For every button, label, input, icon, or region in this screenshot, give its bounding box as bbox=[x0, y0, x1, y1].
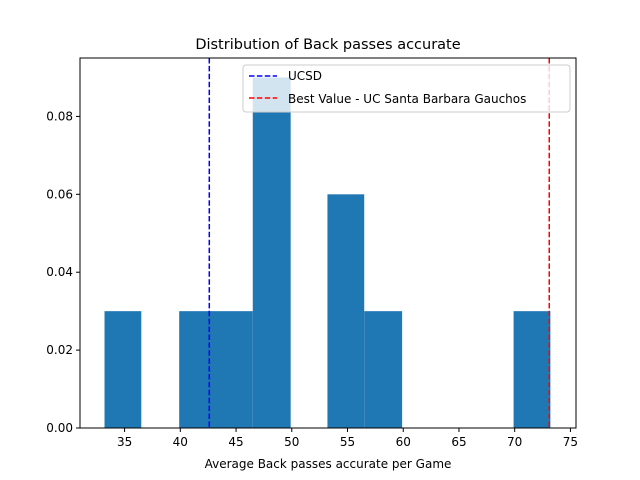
x-tick-label: 70 bbox=[507, 435, 522, 449]
y-axis-ticks: 0.00 0.02 0.04 0.06 0.08 bbox=[46, 109, 80, 435]
y-tick-label: 0.02 bbox=[46, 343, 73, 357]
legend-label-ucsd: UCSD bbox=[288, 69, 322, 83]
x-tick-label: 75 bbox=[563, 435, 578, 449]
legend-label-best-value: Best Value - UC Santa Barbara Gauchos bbox=[288, 92, 526, 106]
histogram-bar bbox=[252, 77, 291, 428]
x-tick-label: 50 bbox=[284, 435, 299, 449]
y-tick-label: 0.06 bbox=[46, 187, 73, 201]
x-tick-label: 40 bbox=[173, 435, 188, 449]
histogram-bar bbox=[513, 311, 551, 428]
x-tick-label: 60 bbox=[396, 435, 411, 449]
histogram-bar bbox=[364, 311, 403, 428]
histogram-bar bbox=[104, 311, 142, 428]
x-tick-label: 45 bbox=[228, 435, 243, 449]
x-tick-label: 55 bbox=[340, 435, 355, 449]
y-tick-label: 0.08 bbox=[46, 109, 73, 123]
legend-box bbox=[242, 64, 571, 113]
histogram-bar bbox=[327, 194, 365, 428]
plot-frame bbox=[79, 57, 577, 429]
histogram-bar bbox=[179, 311, 216, 428]
chart-title: Distribution of Back passes accurate bbox=[195, 37, 460, 53]
bars-group bbox=[104, 77, 551, 428]
x-tick-label: 35 bbox=[117, 435, 132, 449]
reference-lines bbox=[208, 58, 550, 428]
x-axis-ticks: 35 40 45 50 55 60 65 70 75 bbox=[117, 428, 578, 449]
x-tick-label: 65 bbox=[451, 435, 466, 449]
x-axis-label: Average Back passes accurate per Game bbox=[205, 457, 452, 471]
histogram-bar bbox=[215, 311, 253, 428]
legend: UCSD Best Value - UC Santa Barbara Gauch… bbox=[242, 64, 571, 113]
y-tick-label: 0.04 bbox=[46, 265, 73, 279]
y-tick-label: 0.00 bbox=[46, 421, 73, 435]
